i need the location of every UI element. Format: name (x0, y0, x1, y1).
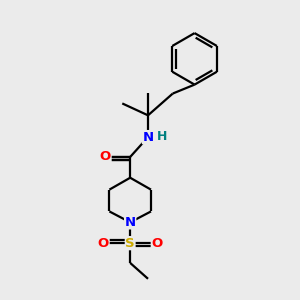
Text: O: O (100, 150, 111, 164)
Text: O: O (98, 237, 109, 250)
Text: S: S (125, 237, 135, 250)
Text: N: N (142, 130, 154, 144)
Text: H: H (157, 130, 167, 142)
Text: N: N (124, 216, 136, 229)
Text: O: O (151, 237, 163, 250)
